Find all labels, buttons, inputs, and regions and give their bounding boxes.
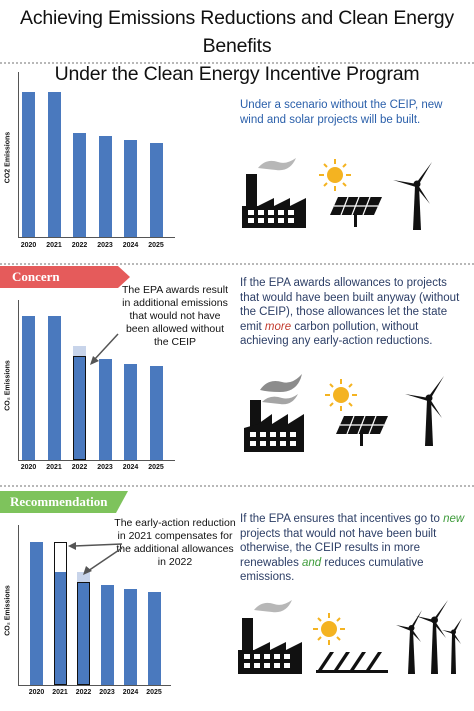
section3-text: If the EPA ensures that incentives go to… — [240, 512, 466, 585]
sun-icon — [325, 379, 357, 411]
additional-allowance-bar — [73, 346, 86, 357]
x-tick-label: 2025 — [148, 242, 164, 249]
section2-text-part: carbon pollution, without achieving any … — [240, 320, 433, 348]
chart-baseline: CO2 Emissions 2020 2021 2022 2023 2024 2025 — [0, 62, 474, 262]
recommendation-ribbon-label-box: Recommendation — [0, 491, 128, 513]
bar-2023 — [100, 584, 114, 685]
additional-allowance-bar — [77, 572, 90, 583]
section3-text-part: projects that would not have been built … — [240, 527, 437, 569]
x-tick-label: 2020 — [28, 689, 45, 696]
wind-turbine-icon — [396, 600, 462, 674]
section1-text: Under a scenario without the CEIP, new w… — [240, 99, 443, 126]
bar-2025 — [149, 366, 163, 460]
divider — [0, 263, 474, 265]
section2-text: If the EPA awards allowances to projects… — [240, 276, 466, 349]
x-tick-label: 2024 — [122, 464, 139, 471]
concern-ribbon — [0, 266, 130, 288]
bar-2023 — [98, 135, 112, 237]
bar-2024 — [124, 589, 137, 685]
x-tick-label: 2020 — [20, 242, 37, 249]
x-axis — [18, 237, 175, 238]
bar-2025 — [147, 592, 161, 685]
x-tick-label: 2024 — [122, 242, 139, 249]
bar-2020 — [22, 92, 35, 237]
outlined-bar-2022 — [77, 582, 90, 685]
bar-2021 — [53, 572, 67, 685]
section3-emphasis: new — [443, 513, 465, 525]
solar-panel-icon — [316, 652, 388, 673]
x-tick-label: 2020 — [20, 464, 37, 471]
y-axis — [18, 72, 19, 237]
bar-2022 — [73, 132, 86, 237]
outlined-bar-2022 — [73, 356, 86, 460]
y-axis — [18, 525, 19, 685]
arrow-icon — [90, 333, 119, 365]
x-tick-label: 2022 — [71, 464, 88, 471]
solar-panel-icon — [336, 415, 388, 446]
wind-turbine-icon — [405, 376, 444, 446]
x-tick-label: 2025 — [146, 689, 162, 696]
x-tick-label: 2021 — [46, 242, 62, 249]
recommendation-ribbon — [0, 491, 128, 513]
x-tick-label: 2021 — [46, 464, 62, 471]
bar-2020 — [22, 316, 35, 460]
page-title: Achieving Emissions Reductions and Clean… — [0, 4, 474, 88]
bar-2021 — [47, 316, 61, 460]
concern-label: Concern — [12, 269, 60, 284]
x-axis — [18, 685, 171, 686]
recommendation-label: Recommendation — [10, 494, 108, 509]
solar-panel-icon — [330, 196, 382, 227]
x-tick-label: 2022 — [71, 242, 88, 249]
divider — [0, 485, 474, 487]
title-line-1: Achieving Emissions Reductions and Clean… — [20, 7, 454, 57]
divider — [0, 62, 474, 64]
bar-2022 — [77, 582, 90, 685]
concern-ribbon-label-box: Concern — [0, 266, 130, 288]
bar-2021 — [47, 92, 61, 237]
x-tick-label: 2021 — [52, 689, 68, 696]
x-axis — [18, 460, 175, 461]
factory-icon — [244, 374, 304, 452]
section2-emphasis: more — [264, 320, 292, 333]
arrows-icon — [68, 542, 123, 575]
y-axis-label: CO2 Emissions — [4, 131, 12, 184]
x-tick-label: 2024 — [122, 689, 139, 696]
y-axis-label: CO₂ Emissions — [4, 360, 12, 411]
x-tick-label: 2023 — [97, 242, 113, 249]
bar-2025 — [149, 142, 163, 237]
x-tick-label: 2025 — [148, 464, 164, 471]
title-line-2: Under the Clean Energy Incentive Program — [54, 63, 420, 85]
section2-text-part: If the EPA awards allowances to projects… — [240, 277, 460, 333]
concern-annotation: The EPA awards result in additional emis… — [121, 284, 229, 348]
bar-2020 — [30, 542, 43, 685]
early-action-reduction-2021 — [53, 542, 67, 685]
x-tick-label: 2023 — [97, 464, 113, 471]
section3-text-part: reduces cumulative emissions. — [240, 556, 424, 584]
y-axis-label: CO₂ Emissions — [4, 585, 12, 636]
bar-2024 — [124, 363, 137, 460]
factory-icon — [242, 158, 306, 228]
section3-text-part: If the EPA ensures that incentives go to — [240, 513, 444, 525]
bar-2022 — [73, 356, 86, 460]
factory-icon — [238, 600, 302, 674]
bar-2024 — [124, 139, 137, 237]
recommendation-annotation: The early-action reduction in 2021 compe… — [114, 517, 236, 568]
bar-2023 — [98, 359, 112, 460]
wind-turbine-icon — [393, 162, 432, 230]
sun-icon — [319, 159, 351, 191]
sun-icon — [313, 613, 345, 645]
chart-concern: CO₂ Emissions 2020 2021 2022 2023 2024 2025 — [0, 290, 474, 480]
section3-emphasis: and — [302, 556, 322, 569]
x-tick-label: 2022 — [75, 689, 92, 696]
y-axis — [18, 300, 19, 460]
x-tick-label: 2023 — [99, 689, 115, 696]
chart-recommendation: CO₂ Emissions 2020 2021 2022 2023 2024 2025 — [0, 515, 474, 711]
